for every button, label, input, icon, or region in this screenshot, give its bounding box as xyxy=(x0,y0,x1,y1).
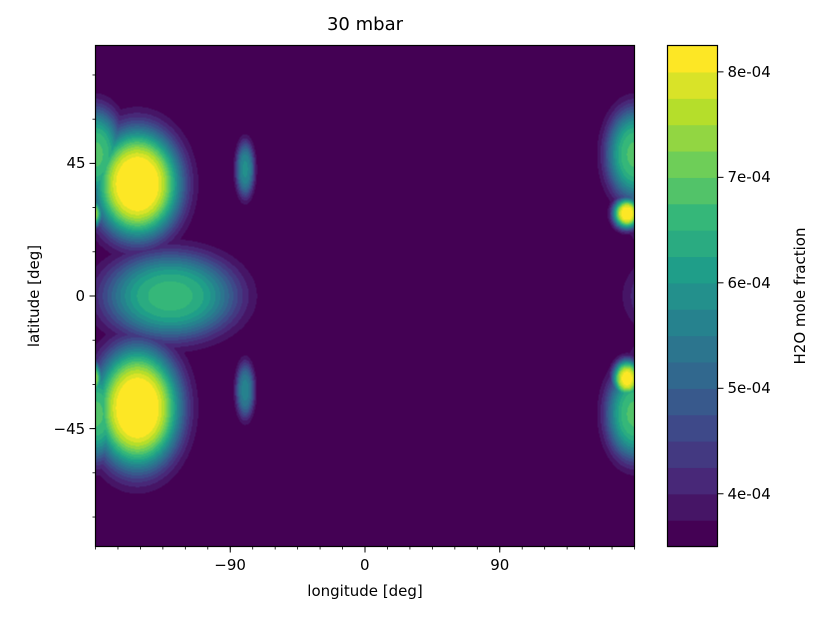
colorbar-level-band xyxy=(667,309,718,337)
y-tick-label: 45 xyxy=(66,154,86,173)
colorbar-tick-label: 4e-04 xyxy=(727,484,771,503)
colorbar-level-band xyxy=(667,467,718,495)
y-tick-label: 0 xyxy=(75,287,86,305)
x-tick-label: 0 xyxy=(360,555,370,574)
colorbar-level-band xyxy=(667,150,718,178)
colorbar-label: H2O mole fraction xyxy=(791,227,809,365)
colorbar-level-band xyxy=(667,335,718,363)
colorbar-level-band xyxy=(667,256,718,284)
colorbar-level-band xyxy=(667,441,718,468)
colorbar xyxy=(666,44,724,548)
y-axis-label: latitude [deg] xyxy=(25,244,43,348)
x-axis xyxy=(95,546,635,553)
colorbar-level-band xyxy=(667,98,718,126)
colorbar-level-band xyxy=(667,71,718,99)
colorbar-level-band xyxy=(667,493,718,521)
colorbar-tick-label: 8e-04 xyxy=(727,62,771,81)
colorbar-level-band xyxy=(667,124,718,152)
colorbar-level-band xyxy=(667,282,718,310)
x-tick-label: −90 xyxy=(214,555,246,574)
x-tick-label: 90 xyxy=(490,555,510,574)
colorbar-tick-label: 5e-04 xyxy=(727,379,771,398)
colorbar-level-band xyxy=(667,388,718,416)
x-axis-label: longitude [deg] xyxy=(307,582,423,600)
colorbar-level-band xyxy=(667,177,718,205)
colorbar-tick-label: 6e-04 xyxy=(727,273,771,292)
colorbar-tick-label: 7e-04 xyxy=(727,168,771,187)
colorbar-level-band xyxy=(667,45,718,73)
colorbar-frame xyxy=(666,44,719,548)
colorbar-level-band xyxy=(667,203,718,231)
colorbar-level-band xyxy=(667,414,718,442)
colorbar-level-band xyxy=(667,361,718,389)
colorbar-level-band xyxy=(667,520,718,548)
y-tick-label: −45 xyxy=(53,419,86,438)
chart-title: 30 mbar xyxy=(326,14,404,35)
heatmap-image xyxy=(95,45,635,547)
y-axis xyxy=(89,74,96,518)
colorbar-level-band xyxy=(667,230,718,258)
